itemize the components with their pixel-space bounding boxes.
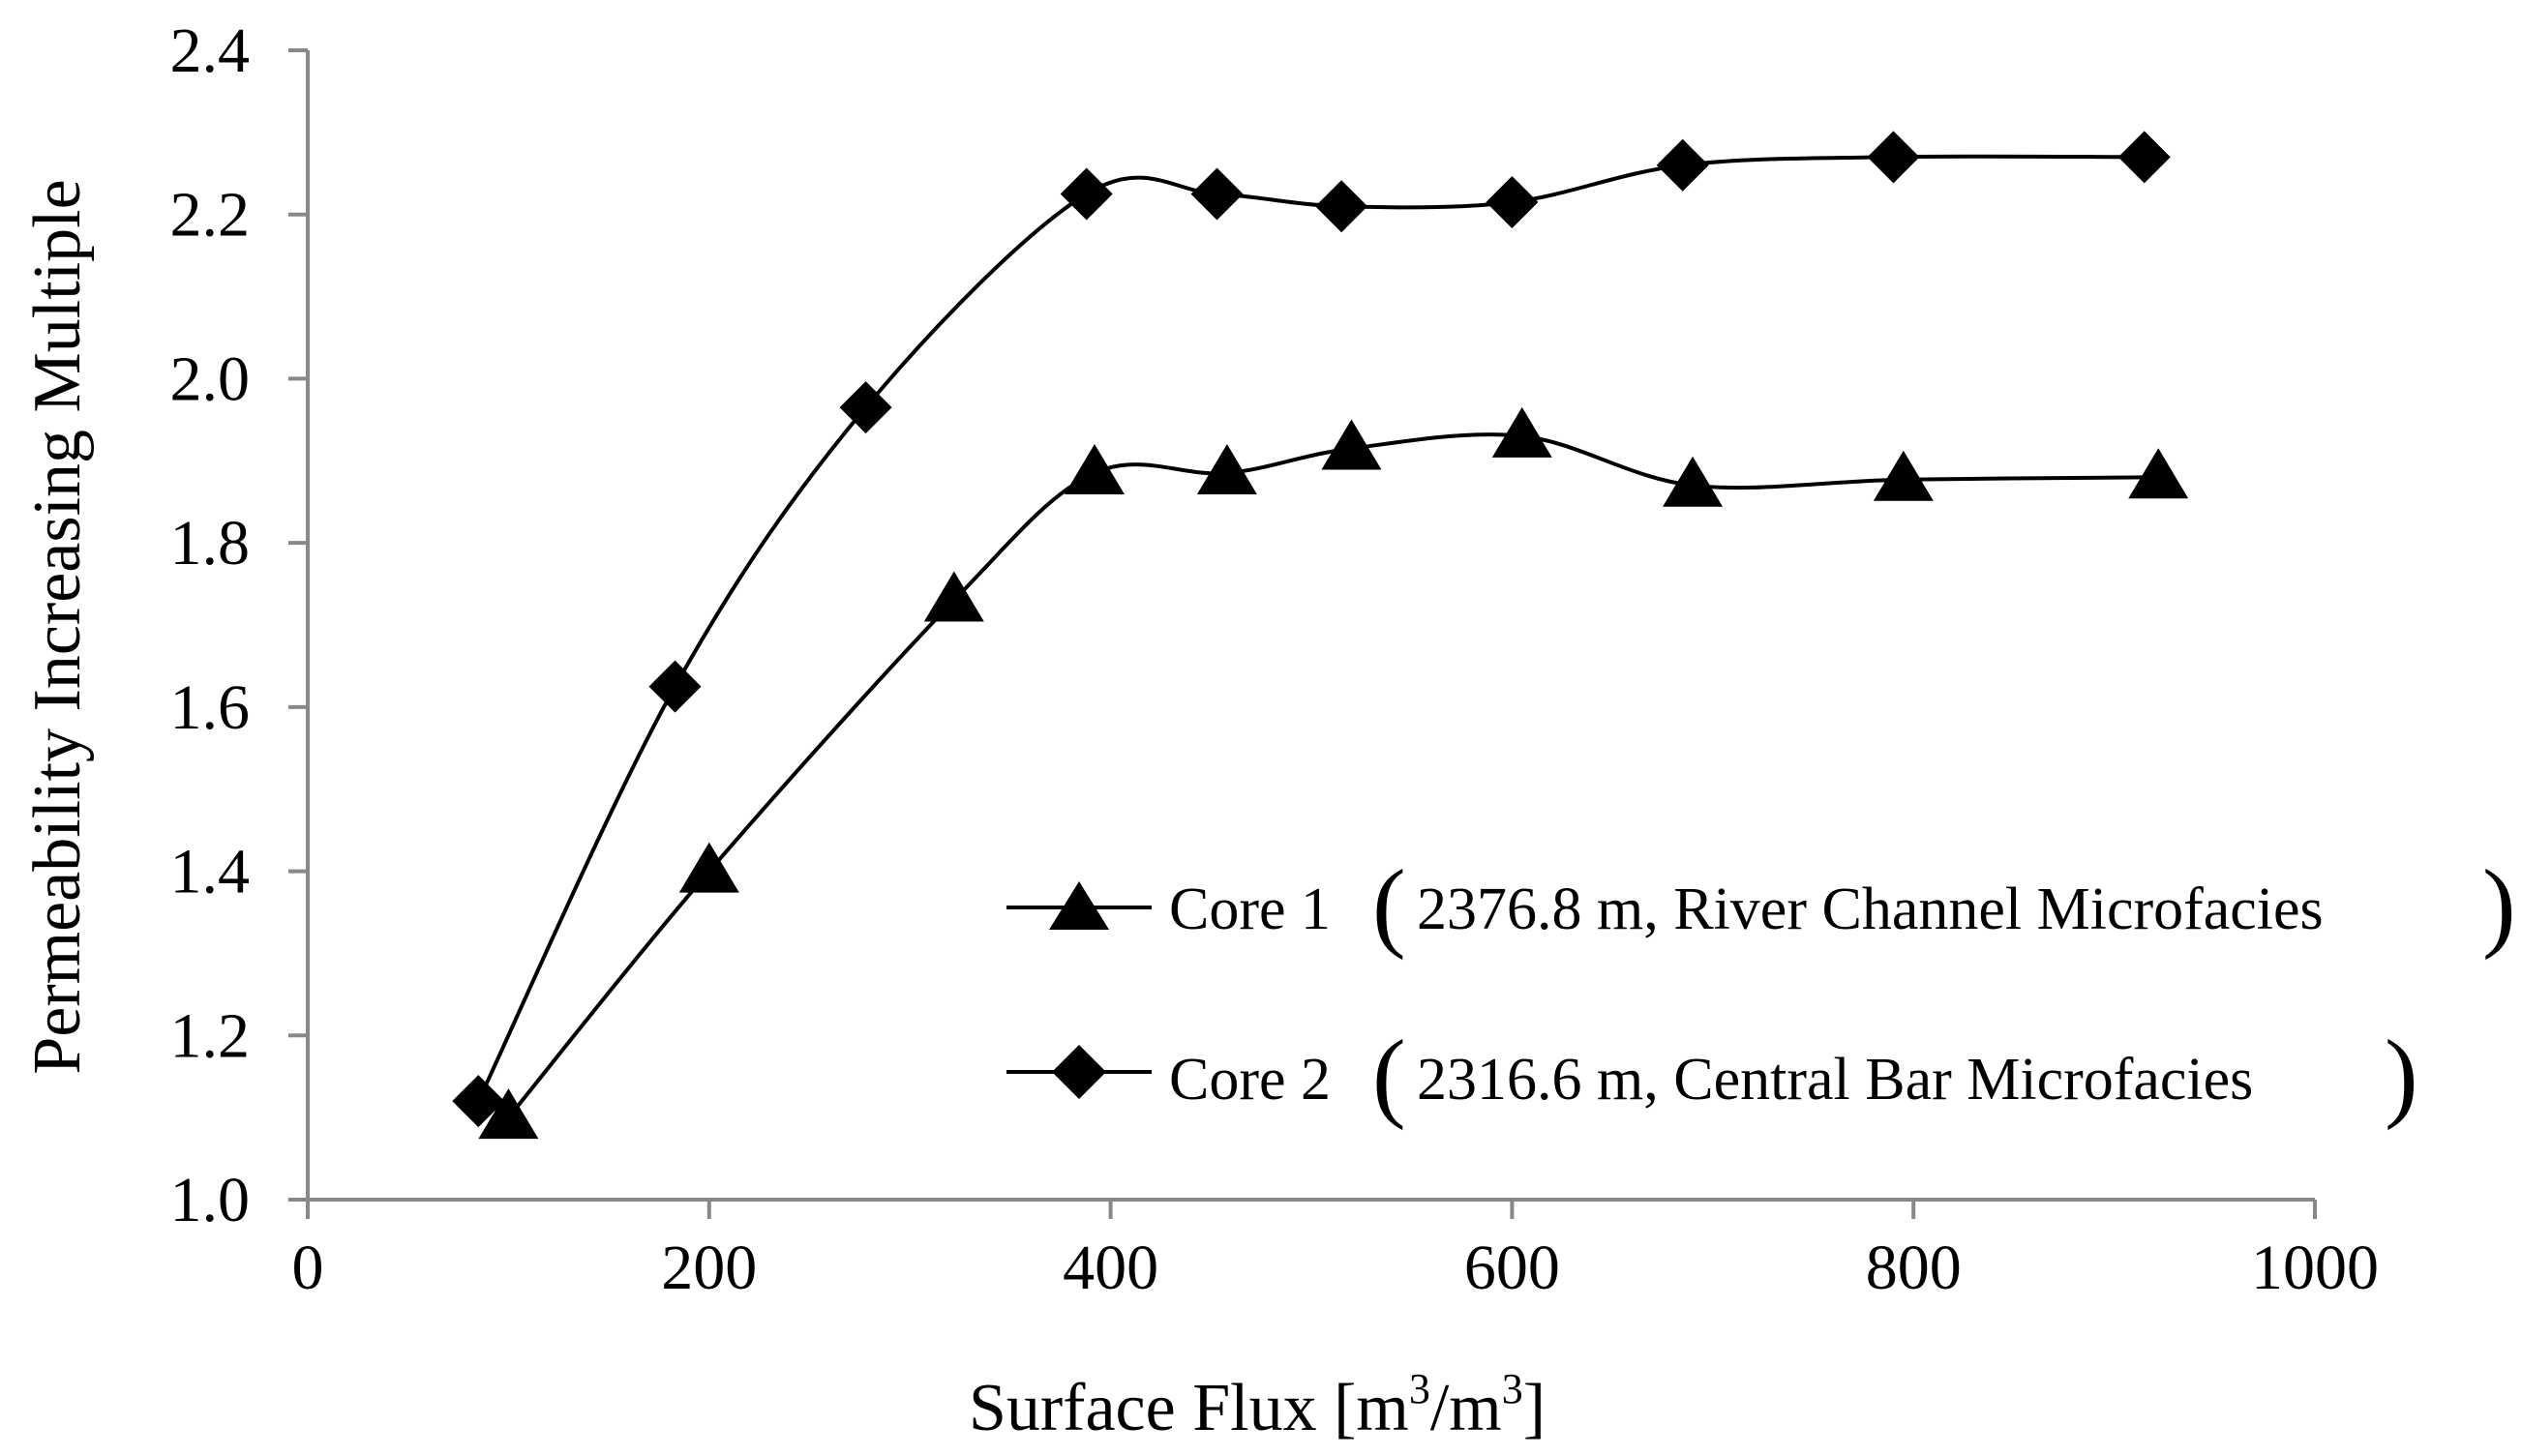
data-point-triangle: [1873, 450, 1934, 501]
data-point-triangle: [1663, 456, 1724, 507]
x-tick-label: 800: [1866, 1233, 1962, 1303]
legend-open-paren-core-1: (: [1372, 849, 1406, 961]
legend-item-core-1: Core 1 ( 2376.8 m, River Channel Microfa…: [1006, 849, 2516, 961]
data-point-triangle: [2128, 448, 2189, 499]
y-tick-label: 2.2: [170, 180, 251, 251]
legend-detail-core-2: 2316.6 m, Central Bar Microfacies: [1417, 1047, 2253, 1113]
y-tick-label: 1.8: [170, 508, 251, 579]
x-tick-label: 0: [292, 1233, 324, 1303]
data-point-triangle: [1065, 444, 1126, 495]
y-tick-label: 1.6: [170, 672, 251, 743]
data-point-diamond: [2117, 131, 2171, 184]
y-axis-title: Permeability Increasing Multiple: [20, 179, 95, 1074]
data-point-triangle: [923, 571, 984, 622]
series-line-core-1: [506, 432, 2159, 1119]
x-tick-label: 400: [1063, 1233, 1158, 1303]
data-point-triangle: [678, 842, 739, 893]
data-point-triangle: [478, 1088, 539, 1140]
data-point-diamond: [648, 660, 702, 713]
data-point-diamond: [1486, 175, 1539, 228]
data-point-diamond: [452, 1075, 505, 1128]
axes: [306, 50, 2315, 1202]
x-tick-label: 200: [661, 1233, 757, 1303]
y-tick-label: 2.4: [170, 15, 251, 86]
legend-close-paren-core-1: ): [2482, 849, 2516, 961]
data-point-diamond: [1656, 138, 1709, 192]
data-point-triangle: [1321, 419, 1382, 470]
legend: Core 1 ( 2376.8 m, River Channel Microfa…: [1006, 849, 2516, 1131]
data-point-diamond: [1867, 131, 1920, 184]
series-core-1: [478, 406, 2189, 1140]
data-point-diamond: [1315, 180, 1368, 233]
data-point-triangle: [1491, 406, 1552, 458]
legend-open-paren-core-2: (: [1372, 1020, 1406, 1131]
y-tick-label: 2.0: [170, 343, 251, 414]
x-ticks: 0 200 400 600 800 1000: [292, 1200, 2379, 1303]
series-line-core-2: [476, 154, 2145, 1103]
series: [452, 131, 2189, 1140]
data-point-triangle: [1196, 444, 1257, 495]
legend-close-paren-core-2: ): [2385, 1020, 2418, 1131]
x-tick-label: 1000: [2251, 1233, 2379, 1303]
y-tick-label: 1.2: [170, 1000, 251, 1071]
legend-label-core-2: Core 2: [1169, 1047, 1331, 1113]
legend-item-core-2: Core 2 ( 2316.6 m, Central Bar Microfaci…: [1006, 1020, 2418, 1131]
data-point-diamond: [1190, 167, 1244, 221]
y-tick-label: 1.0: [170, 1165, 251, 1235]
data-point-diamond: [1060, 167, 1113, 221]
data-point-diamond: [839, 381, 892, 434]
x-tick-label: 600: [1464, 1233, 1560, 1303]
legend-label-core-1: Core 1: [1169, 877, 1331, 942]
x-axis-title: Surface Flux [m3/m3]: [969, 1365, 1546, 1445]
y-ticks: 1.0 1.2 1.4 1.6 1.8 2.0 2.2 2.4: [170, 15, 308, 1235]
legend-triangle-marker: [1049, 881, 1109, 930]
series-core-2: [452, 131, 2171, 1128]
y-tick-label: 1.4: [170, 837, 251, 907]
legend-detail-core-1: 2376.8 m, River Channel Microfacies: [1417, 877, 2324, 942]
legend-diamond-marker: [1052, 1045, 1106, 1099]
